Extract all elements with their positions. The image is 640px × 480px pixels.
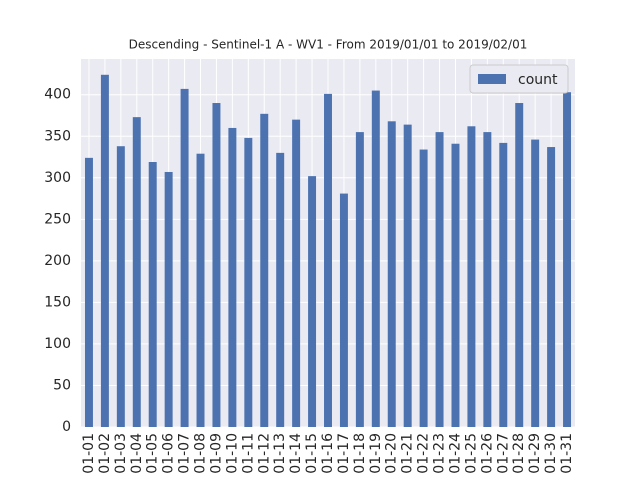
x-tick-label: 01-22 [416,433,432,474]
y-tick-label: 200 [44,253,71,269]
bar [467,126,476,427]
y-tick-label: 150 [44,294,71,310]
x-tick-label: 01-08 [193,433,209,474]
x-tick-label: 01-27 [495,433,511,474]
bar [387,121,396,427]
bar [260,113,269,428]
legend-box [469,64,569,94]
bar [563,92,572,427]
x-tick-label: 01-21 [400,433,416,474]
y-tick-label: 50 [53,377,71,393]
legend: count [469,64,569,94]
bar [371,90,380,427]
bar [355,132,364,428]
x-tick-label: 01-02 [97,433,113,474]
bar [451,143,460,427]
x-tick-label: 01-17 [336,433,352,474]
x-tick-label: 01-06 [161,433,177,474]
bar [339,193,348,427]
x-tick-label: 01-29 [527,433,543,474]
bar [547,147,556,427]
bars [84,74,572,428]
x-tick-label: 01-14 [288,433,304,474]
x-tick-label: 01-28 [511,433,527,474]
bar [531,139,540,427]
y-tick-label: 400 [44,87,71,103]
bar [116,146,125,427]
x-tick-label: 01-23 [432,433,448,474]
x-tick-label: 01-03 [113,433,129,474]
y-tick-label: 350 [44,128,71,144]
x-tick-label: 01-01 [81,433,97,474]
y-tick-label: 300 [44,170,71,186]
x-tick-label: 01-07 [177,433,193,474]
y-tick-label: 0 [62,419,71,435]
bar [308,176,317,427]
bar [228,127,237,427]
bar [435,132,444,428]
x-tick-label: 01-09 [208,433,224,474]
x-tick-label: 01-12 [256,433,272,474]
bar [515,103,524,427]
bar [403,124,412,428]
bar [164,171,173,427]
x-tick-label: 01-31 [559,433,575,474]
x-tick-label: 01-26 [479,433,495,474]
bar [148,162,157,427]
bar [499,142,508,427]
x-tick-label: 01-19 [368,433,384,474]
bar [292,119,301,427]
bar [100,74,109,427]
x-tick-label: 01-05 [145,433,161,474]
bar [483,132,492,428]
x-tick-label: 01-13 [272,433,288,474]
x-tick-label: 01-04 [129,433,145,474]
x-tick-label: 01-11 [240,433,256,474]
chart-title: Descending - Sentinel-1 A - WV1 - From 2… [129,38,528,52]
bar [132,117,141,427]
x-tick-label: 01-24 [447,433,463,474]
bar [324,93,332,427]
x-tick-label: 01-20 [384,433,400,474]
x-tick-label: 01-16 [320,433,336,474]
bar [276,152,285,427]
x-tick-label: 01-10 [224,433,240,474]
bar [180,88,189,428]
x-tick-label: 01-25 [463,433,479,474]
y-tick-label: 250 [44,211,71,227]
legend-label: count [518,72,558,88]
bar [419,149,428,428]
x-tick-label: 01-15 [304,433,320,474]
bar [212,103,221,427]
bar [196,153,205,427]
y-tick-label: 100 [44,336,71,352]
bar [244,137,253,427]
bar [84,157,93,427]
x-tick-label: 01-18 [352,433,368,474]
x-tick-label: 01-30 [543,433,559,474]
legend-swatch [478,74,506,84]
